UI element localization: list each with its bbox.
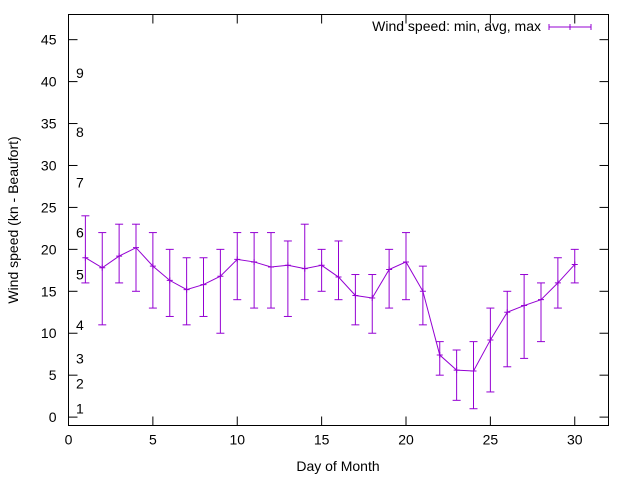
legend-label: Wind speed: min, avg, max bbox=[372, 18, 541, 34]
beaufort-label: 4 bbox=[76, 317, 84, 333]
avg-point bbox=[318, 262, 325, 269]
x-tick-label: 5 bbox=[149, 432, 157, 448]
avg-point bbox=[99, 264, 106, 271]
avg-line bbox=[85, 247, 576, 372]
avg-point bbox=[554, 279, 561, 286]
avg-point bbox=[386, 266, 393, 273]
avg-point bbox=[504, 309, 511, 316]
avg-markers bbox=[82, 244, 578, 374]
avg-point bbox=[369, 295, 376, 302]
avg-point bbox=[571, 261, 578, 268]
avg-point bbox=[268, 263, 274, 270]
x-axis-label: Day of Month bbox=[296, 458, 379, 474]
avg-point bbox=[521, 302, 528, 309]
avg-point bbox=[538, 296, 544, 303]
beaufort-label: 8 bbox=[76, 124, 84, 140]
beaufort-label: 2 bbox=[76, 376, 84, 392]
y-tick-label: 40 bbox=[41, 74, 57, 90]
avg-point bbox=[436, 352, 443, 359]
avg-point bbox=[419, 288, 426, 295]
avg-point bbox=[149, 263, 156, 270]
avg-point bbox=[470, 367, 477, 374]
avg-point bbox=[234, 256, 241, 263]
x-tick-label: 25 bbox=[483, 432, 499, 448]
avg-point bbox=[301, 265, 308, 272]
legend-marker bbox=[567, 24, 573, 30]
y-tick-label: 20 bbox=[41, 241, 57, 257]
legend-sample bbox=[548, 24, 592, 30]
beaufort-label: 9 bbox=[76, 65, 84, 81]
y-axis-label: Wind speed (kn - Beaufort) bbox=[5, 136, 21, 303]
y-tick-label: 25 bbox=[41, 199, 57, 215]
legend: Wind speed: min, avg, max bbox=[372, 18, 592, 34]
avg-point bbox=[284, 262, 291, 269]
y-tick-label: 45 bbox=[41, 32, 57, 48]
beaufort-label: 5 bbox=[76, 267, 84, 283]
avg-point bbox=[200, 281, 207, 288]
y-tick-label: 30 bbox=[41, 157, 57, 173]
beaufort-label: 7 bbox=[76, 174, 84, 190]
avg-point bbox=[403, 258, 409, 265]
x-tick-label: 10 bbox=[229, 432, 245, 448]
y-tick-label: 35 bbox=[41, 116, 57, 132]
y-tick-label: 15 bbox=[41, 283, 57, 299]
x-tick-label: 30 bbox=[567, 432, 583, 448]
avg-point bbox=[116, 253, 123, 260]
beaufort-label: 6 bbox=[76, 225, 84, 241]
beaufort-label: 3 bbox=[76, 350, 84, 366]
avg-point bbox=[217, 273, 224, 280]
avg-point bbox=[335, 274, 342, 281]
x-tick-label: 15 bbox=[314, 432, 330, 448]
y-tick-label: 0 bbox=[49, 409, 57, 425]
plot-frame bbox=[68, 14, 609, 426]
beaufort-labels: 1 2 3 4 5 6 7 8 9 bbox=[76, 65, 84, 417]
avg-point bbox=[183, 286, 190, 293]
y-tick-label: 5 bbox=[49, 367, 57, 383]
y-tick-label: 10 bbox=[41, 325, 57, 341]
error-bars bbox=[81, 215, 579, 410]
avg-point bbox=[82, 254, 89, 261]
beaufort-label: 1 bbox=[76, 401, 84, 417]
avg-point bbox=[133, 244, 139, 251]
x-tick-label: 20 bbox=[398, 432, 414, 448]
avg-point bbox=[251, 258, 258, 265]
x-tick-label: 0 bbox=[65, 432, 73, 448]
avg-point bbox=[352, 292, 359, 299]
avg-point bbox=[453, 367, 460, 374]
avg-point bbox=[166, 277, 173, 284]
avg-point bbox=[487, 336, 494, 343]
